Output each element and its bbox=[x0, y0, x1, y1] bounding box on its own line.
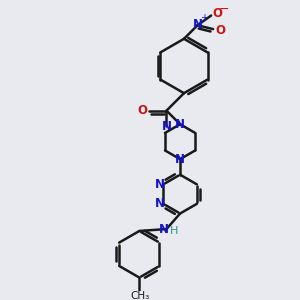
Text: −: − bbox=[218, 3, 229, 16]
Text: N: N bbox=[159, 223, 169, 236]
Text: N: N bbox=[154, 197, 164, 210]
Text: O: O bbox=[137, 104, 147, 117]
Text: N: N bbox=[175, 118, 185, 131]
Text: CH₃: CH₃ bbox=[131, 291, 150, 300]
Text: O: O bbox=[215, 24, 225, 37]
Text: N: N bbox=[193, 18, 202, 31]
Text: N: N bbox=[161, 120, 172, 133]
Text: N: N bbox=[154, 178, 164, 191]
Text: O: O bbox=[212, 7, 222, 20]
Text: N: N bbox=[175, 153, 185, 166]
Text: H: H bbox=[170, 226, 178, 236]
Text: +: + bbox=[200, 14, 208, 23]
